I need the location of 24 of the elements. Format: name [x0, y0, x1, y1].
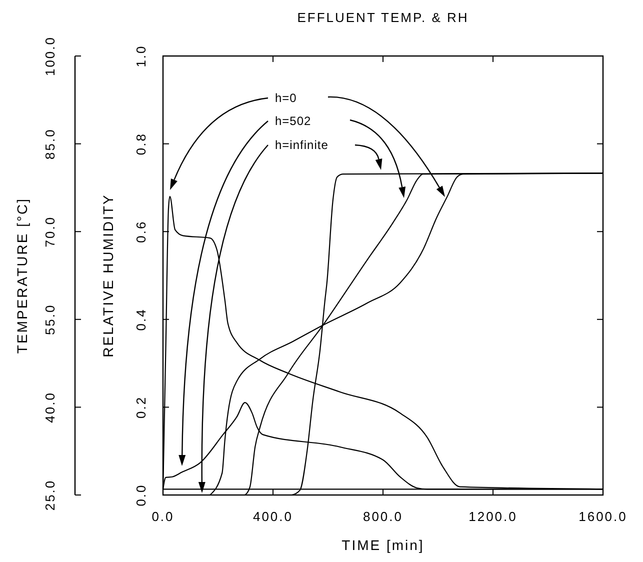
- annotation: h=infinite: [275, 138, 328, 152]
- x-tick-label: 1200.0: [468, 509, 518, 524]
- y-tick-label: 1.0: [134, 44, 148, 68]
- x-axis-title: TIME [min]: [342, 537, 424, 553]
- x-tick-label: 800.0: [362, 509, 404, 524]
- annotation: h=502: [275, 114, 312, 128]
- y-tick-label: 0.8: [134, 132, 148, 156]
- y-tick-label: 0.0: [134, 484, 148, 506]
- y2-tick-label: 40.0: [42, 392, 58, 423]
- y2-tick-label: 25.0: [42, 479, 58, 511]
- y2-tick-label: 55.0: [42, 304, 58, 336]
- y-tick-label: 0.6: [134, 220, 148, 243]
- y-tick-label: 0.4: [134, 308, 148, 331]
- y2-tick-label: 70.0: [42, 216, 58, 248]
- y-tick-label: 0.2: [134, 396, 148, 418]
- y2-tick-label: 85.0: [42, 128, 58, 160]
- x-tick-label: 0.0: [152, 509, 174, 524]
- chart-title: EFFLUENT TEMP. & RH: [297, 10, 469, 25]
- x-tick-label: 400.0: [252, 509, 294, 524]
- x-tick-label: 1600.0: [578, 509, 628, 524]
- y2-tick-label: 100.0: [42, 36, 58, 76]
- y2-axis-title: TEMPERATURE [°C]: [14, 197, 30, 354]
- annotation: h=0: [275, 91, 297, 105]
- y-axis-title: RELATIVE HUMIDITY: [100, 194, 116, 358]
